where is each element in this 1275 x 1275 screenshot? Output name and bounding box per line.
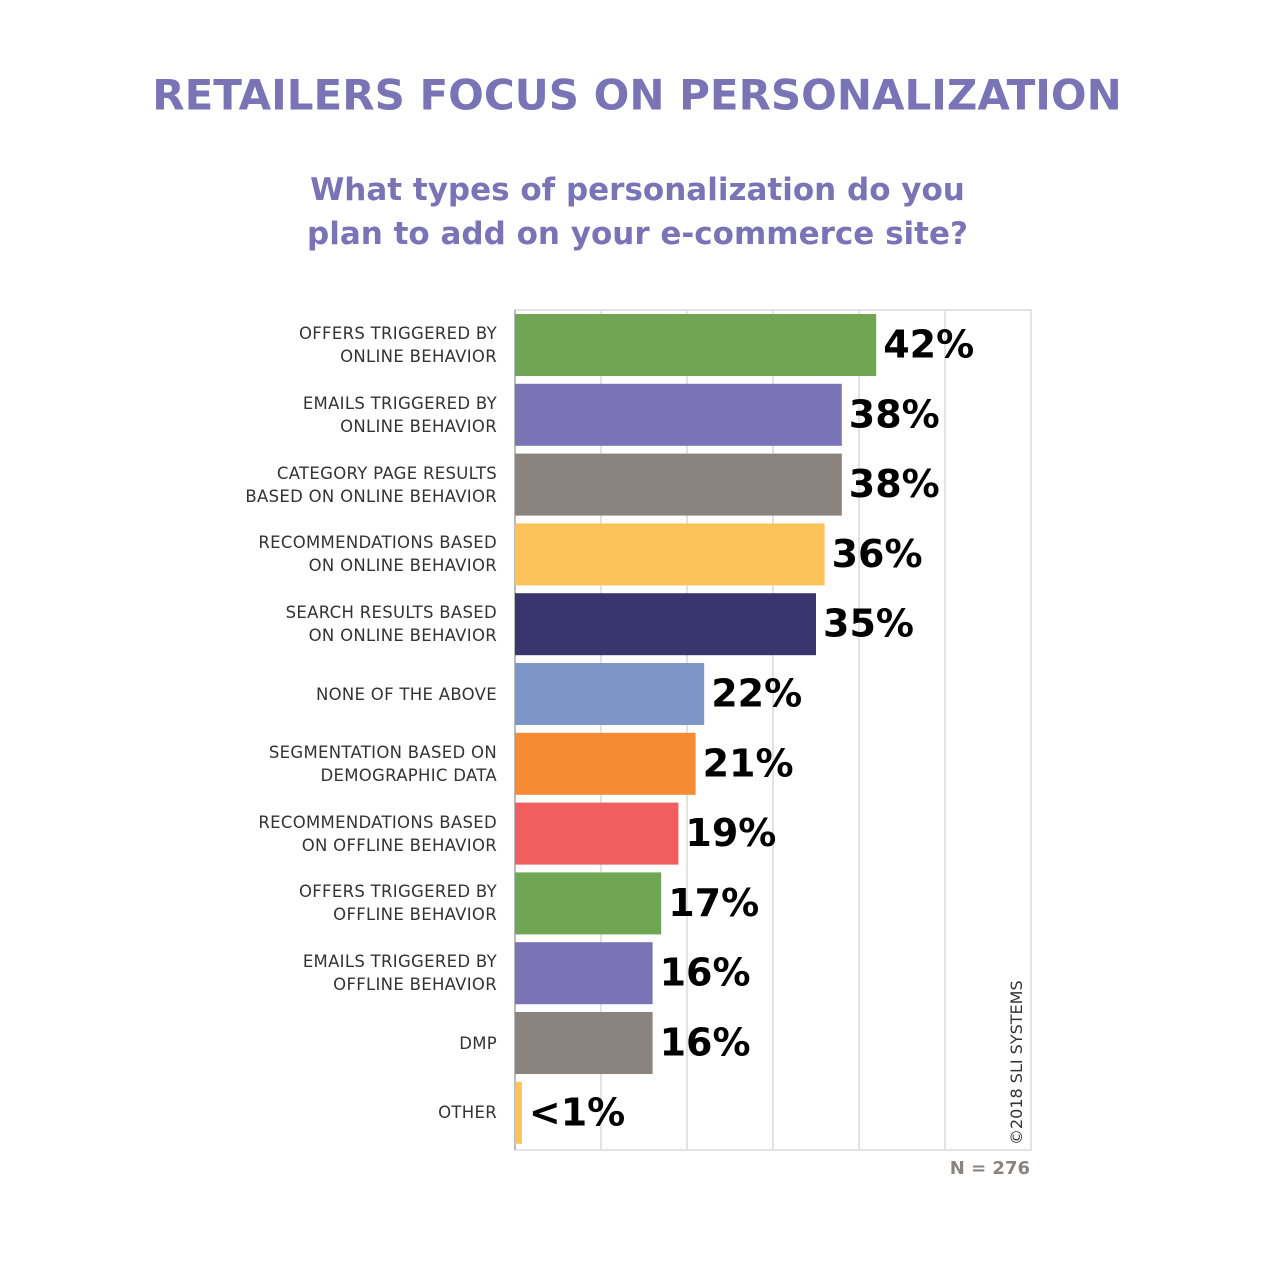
bar [515, 802, 679, 865]
y-tick-label: RECOMMENDATIONS BASED ON OFFLINE BEHAVIO… [258, 812, 497, 855]
bar [515, 383, 842, 446]
value-label: 35% [823, 602, 914, 646]
value-label: 17% [668, 881, 759, 925]
y-tick-label: OFFERS TRIGGERED BY ONLINE BEHAVIOR [298, 324, 497, 366]
bar [515, 1012, 653, 1074]
bar [515, 872, 662, 935]
value-label: 38% [849, 462, 940, 506]
y-tick-label: NONE OF THE ABOVE [315, 684, 497, 704]
y-tick-label: RECOMMENDATIONS BASED ON ONLINE BEHAVIOR [258, 533, 497, 576]
y-tick-label: EMAILS TRIGGERED BY ONLINE BEHAVIOR [302, 393, 497, 436]
value-label: 22% [711, 672, 802, 716]
y-tick-label: SEARCH RESULTS BASED ON ONLINE BEHAVIOR [285, 603, 497, 646]
value-label: 16% [660, 951, 751, 995]
y-tick-label: OFFERS TRIGGERED BY OFFLINE BEHAVIOR [298, 882, 497, 925]
y-tick-label: CATEGORY PAGE RESULTS BASED ON ONLINE BE… [245, 463, 497, 506]
value-label: 36% [832, 532, 923, 576]
bar [515, 314, 877, 376]
value-label: 19% [685, 811, 776, 855]
value-label: 21% [703, 741, 794, 785]
bar [515, 593, 816, 656]
value-label: <1% [529, 1090, 625, 1134]
y-tick-label: OTHER [438, 1103, 497, 1123]
chart-title: RETAILERS FOCUS ON PERSONALIZATION [152, 71, 1122, 120]
bar [515, 663, 705, 725]
bar [515, 732, 696, 795]
bar [515, 523, 825, 586]
y-tick-label: DMP [459, 1033, 497, 1053]
bar [515, 1081, 522, 1144]
value-label: 42% [883, 323, 974, 367]
subtitle: What types of personalization do you pla… [307, 172, 968, 252]
sample-size: N = 276 [950, 1158, 1030, 1179]
bar [515, 453, 842, 516]
y-tick-label: EMAILS TRIGGERED BY OFFLINE BEHAVIOR [302, 952, 497, 995]
value-label: 16% [660, 1021, 751, 1065]
value-label: 38% [849, 392, 940, 436]
y-tick-label: SEGMENTATION BASED ON DEMOGRAPHIC DATA [268, 742, 497, 785]
bar [515, 942, 653, 1005]
copyright: ©2018 SLI SYSTEMS [1007, 980, 1026, 1145]
